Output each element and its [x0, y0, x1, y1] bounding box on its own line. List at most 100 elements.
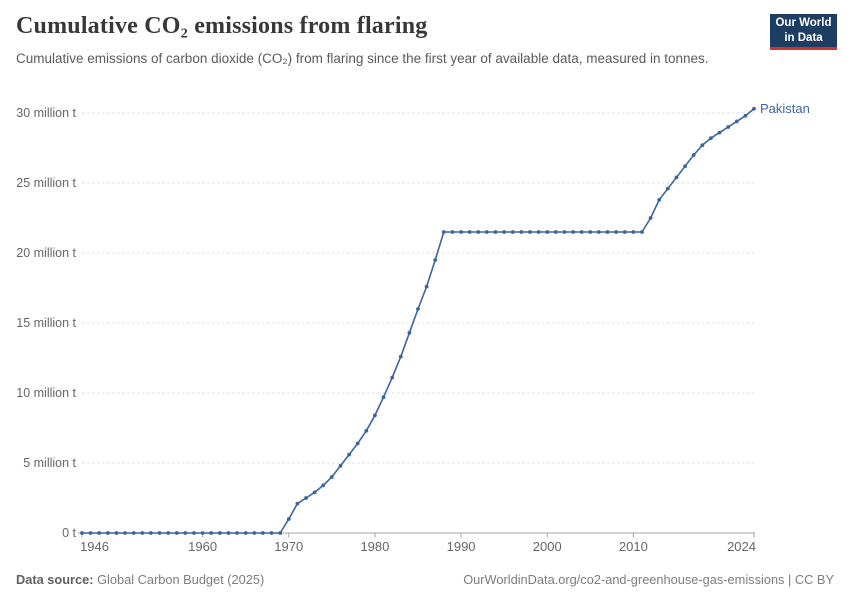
data-point[interactable]	[329, 475, 334, 479]
data-point[interactable]	[97, 531, 102, 535]
data-point[interactable]	[553, 230, 558, 234]
data-source-label: Data source:	[16, 572, 94, 587]
data-point[interactable]	[286, 517, 291, 521]
data-point[interactable]	[597, 230, 601, 234]
data-source: Data source: Global Carbon Budget (2025)	[16, 572, 264, 587]
data-point[interactable]	[114, 531, 119, 535]
data-point[interactable]	[441, 230, 446, 234]
data-point[interactable]	[364, 428, 369, 433]
data-point[interactable]	[700, 143, 705, 148]
data-point[interactable]	[467, 230, 472, 234]
owid-logo-line2: in Data	[784, 31, 823, 44]
data-point[interactable]	[88, 531, 93, 535]
data-point[interactable]	[476, 230, 481, 234]
credit-line: OurWorldinData.org/co2-and-greenhouse-ga…	[463, 572, 834, 587]
data-point[interactable]	[657, 197, 662, 202]
chart-title: Cumulative CO₂ emissions from flaring	[16, 13, 428, 39]
chart-subtitle: Cumulative emissions of carbon dioxide (…	[16, 51, 709, 66]
data-point[interactable]	[510, 230, 515, 234]
data-point[interactable]	[209, 531, 214, 535]
data-point[interactable]	[683, 164, 687, 169]
data-point[interactable]	[588, 230, 593, 234]
data-point[interactable]	[269, 531, 274, 535]
data-point[interactable]	[726, 125, 731, 129]
data-point[interactable]	[648, 216, 653, 220]
data-point[interactable]	[416, 307, 420, 311]
data-point[interactable]	[485, 230, 489, 234]
data-point[interactable]	[528, 230, 532, 234]
owid-logo[interactable]: Our World in Data	[770, 14, 837, 50]
y-tick-label: 20 million t	[16, 246, 76, 260]
data-point[interactable]	[105, 531, 110, 535]
data-point[interactable]	[183, 531, 188, 535]
data-point[interactable]	[459, 230, 463, 234]
data-point[interactable]	[235, 531, 240, 535]
data-point[interactable]	[217, 531, 222, 535]
data-point[interactable]	[192, 531, 196, 535]
data-point[interactable]	[149, 531, 153, 535]
data-point[interactable]	[200, 531, 205, 535]
data-point[interactable]	[278, 531, 283, 535]
y-tick-label: 5 million t	[23, 456, 76, 470]
data-point[interactable]	[347, 452, 351, 457]
data-point[interactable]	[295, 501, 300, 506]
data-point[interactable]	[502, 230, 507, 234]
data-point[interactable]	[398, 354, 403, 359]
data-point[interactable]	[131, 531, 136, 535]
data-point[interactable]	[614, 230, 619, 234]
data-point[interactable]	[338, 463, 343, 468]
data-point[interactable]	[640, 230, 644, 234]
data-point[interactable]	[545, 230, 550, 234]
data-point[interactable]	[743, 113, 748, 118]
data-point[interactable]	[166, 531, 171, 535]
data-point[interactable]	[674, 175, 679, 180]
data-point[interactable]	[80, 531, 84, 535]
data-point[interactable]	[691, 153, 696, 157]
y-tick-label: 10 million t	[16, 386, 76, 400]
x-tick-label: 2000	[533, 539, 562, 554]
x-tick-label: 1960	[188, 539, 217, 554]
data-point[interactable]	[717, 130, 722, 135]
data-point[interactable]	[519, 230, 524, 234]
y-tick-label: 30 million t	[16, 106, 76, 120]
x-tick-label: 1970	[274, 539, 303, 554]
data-point[interactable]	[312, 490, 317, 495]
series-label[interactable]: Pakistan	[760, 101, 810, 116]
data-point[interactable]	[424, 284, 429, 289]
data-point[interactable]	[562, 230, 567, 234]
data-point[interactable]	[381, 395, 386, 400]
data-point[interactable]	[304, 496, 308, 500]
data-point[interactable]	[321, 483, 326, 488]
data-point[interactable]	[536, 230, 541, 234]
data-point[interactable]	[390, 375, 395, 380]
data-point[interactable]	[373, 413, 377, 418]
data-point[interactable]	[433, 258, 438, 262]
data-point[interactable]	[605, 230, 610, 234]
data-point[interactable]	[631, 230, 636, 234]
data-point[interactable]	[752, 106, 756, 111]
data-point[interactable]	[734, 119, 739, 124]
data-point[interactable]	[140, 531, 145, 535]
data-point[interactable]	[123, 531, 127, 535]
data-point[interactable]	[252, 531, 257, 535]
data-point[interactable]	[157, 531, 162, 535]
data-point[interactable]	[665, 186, 670, 191]
data-point[interactable]	[709, 136, 713, 141]
data-point[interactable]	[622, 230, 627, 234]
data-point[interactable]	[407, 330, 412, 335]
x-tick-label: 2024	[727, 539, 756, 554]
data-point[interactable]	[226, 531, 231, 535]
data-point[interactable]	[355, 441, 360, 446]
chart-footer: Data source: Global Carbon Budget (2025)…	[16, 572, 834, 587]
series-line-pakistan[interactable]	[82, 108, 755, 534]
data-point[interactable]	[174, 531, 179, 535]
data-point[interactable]	[579, 230, 584, 234]
data-point[interactable]	[571, 230, 575, 234]
data-point[interactable]	[450, 230, 455, 234]
x-tick-label: 1990	[447, 539, 476, 554]
data-point[interactable]	[493, 230, 498, 234]
data-point[interactable]	[243, 531, 248, 535]
data-point[interactable]	[261, 531, 265, 535]
